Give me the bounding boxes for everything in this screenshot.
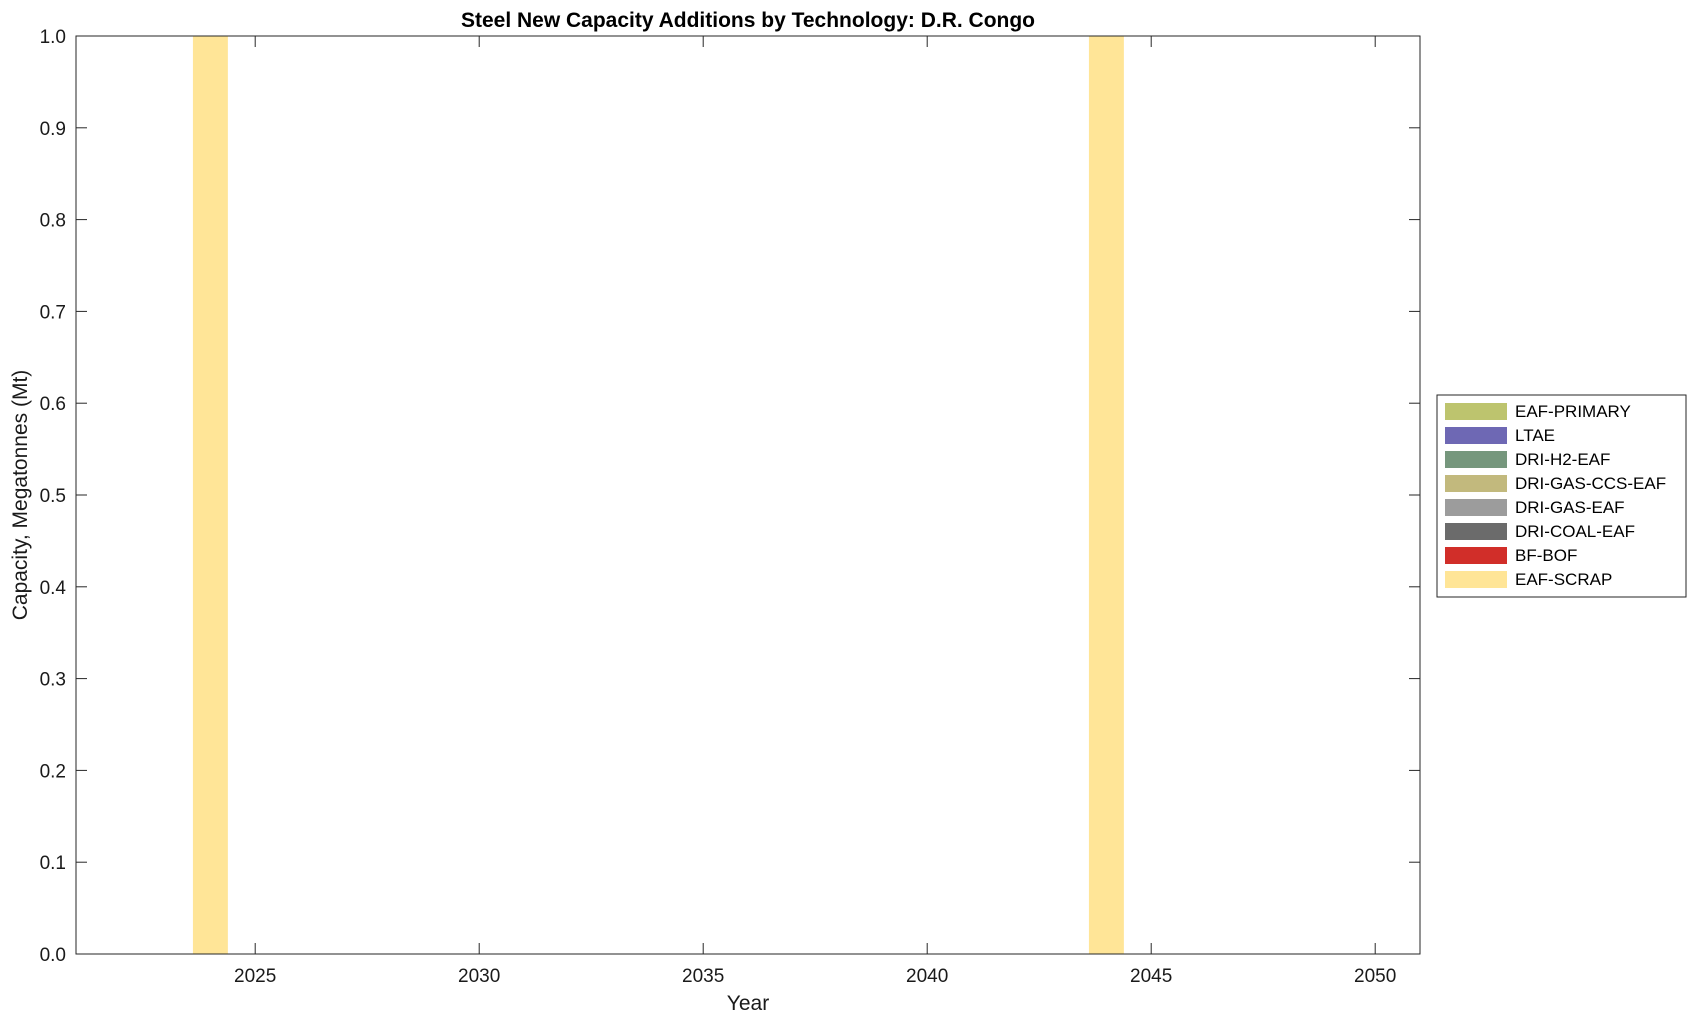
legend-swatch-dri-gas-ccs-eaf <box>1445 475 1507 492</box>
y-tick-label: 0.3 <box>40 670 66 691</box>
legend-label-eaf-primary: EAF-PRIMARY <box>1515 402 1631 421</box>
legend-label-bf-bof: BF-BOF <box>1515 546 1577 565</box>
y-tick-label: 0.9 <box>40 119 66 140</box>
legend-label-dri-coal-eaf: DRI-COAL-EAF <box>1515 522 1635 541</box>
x-tick-label: 2030 <box>458 966 500 987</box>
legend-label-ltae: LTAE <box>1515 426 1555 445</box>
y-tick-label: 0.6 <box>40 394 66 415</box>
y-axis-label: Capacity, Megatonnes (Mt) <box>9 370 32 621</box>
x-tick-label: 2025 <box>234 966 276 987</box>
bar-eaf-scrap-2044 <box>1088 36 1124 954</box>
legend-swatch-dri-coal-eaf <box>1445 523 1507 540</box>
legend-swatch-dri-gas-eaf <box>1445 499 1507 516</box>
legend-label-dri-gas-eaf: DRI-GAS-EAF <box>1515 498 1625 517</box>
legend-swatch-eaf-primary <box>1445 403 1507 420</box>
legend-box <box>1436 394 1687 598</box>
legend-label-dri-h2-eaf: DRI-H2-EAF <box>1515 450 1610 469</box>
legend-label-dri-gas-ccs-eaf: DRI-GAS-CCS-EAF <box>1515 474 1666 493</box>
bars-layer <box>192 36 1124 954</box>
y-tick-label: 0.0 <box>40 945 66 966</box>
legend-swatch-eaf-scrap <box>1445 571 1507 588</box>
y-tick-label: 0.8 <box>40 211 66 232</box>
legend: EAF-PRIMARY LTAE DRI-H2-EAF DRI-GAS-CCS-EAF… <box>1436 394 1687 598</box>
x-tick-label: 2035 <box>682 966 724 987</box>
chart-title: Steel New Capacity Additions by Technolo… <box>461 9 1035 32</box>
x-tick-label: 2050 <box>1354 966 1396 987</box>
x-tick-label: 2045 <box>1130 966 1172 987</box>
ticks-layer: 2025 2030 2035 2040 2045 2050 0.0 0.1 0.2 0.3 0.4 0… <box>40 27 1420 987</box>
legend-swatch-ltae <box>1445 427 1507 444</box>
y-tick-label: 0.7 <box>40 302 66 323</box>
y-tick-label: 0.2 <box>40 761 66 782</box>
plot-frame <box>75 35 1421 955</box>
y-tick-label: 0.5 <box>40 486 66 507</box>
legend-swatch-dri-h2-eaf <box>1445 451 1507 468</box>
legend-swatch-bf-bof <box>1445 547 1507 564</box>
x-axis-label: Year <box>727 992 769 1015</box>
y-tick-label: 1.0 <box>40 27 66 48</box>
y-tick-label: 0.1 <box>40 853 66 874</box>
x-tick-label: 2040 <box>906 966 948 987</box>
y-tick-label: 0.4 <box>40 578 67 599</box>
legend-label-eaf-scrap: EAF-SCRAP <box>1515 570 1612 589</box>
bar-eaf-scrap-2024 <box>192 36 228 954</box>
